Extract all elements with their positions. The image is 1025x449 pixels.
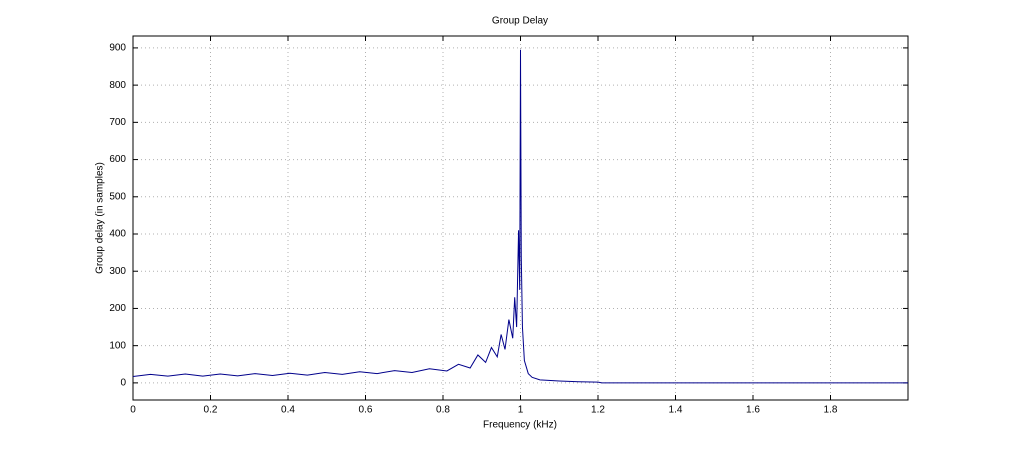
x-tick-label: 1.6 [746, 405, 760, 416]
x-tick-label: 0.4 [281, 405, 295, 416]
y-tick-label: 0 [120, 378, 126, 389]
x-tick-label: 0.6 [359, 405, 373, 416]
x-tick-label: 1.2 [591, 405, 605, 416]
y-axis-label: Group delay (in samples) [95, 162, 106, 274]
y-tick-label: 300 [109, 266, 126, 277]
y-tick-label: 400 [109, 229, 126, 240]
x-tick-label: 0.2 [204, 405, 218, 416]
x-tick-label: 0.8 [436, 405, 450, 416]
y-tick-label: 800 [109, 80, 126, 91]
y-tick-label: 900 [109, 43, 126, 54]
y-tick-label: 200 [109, 303, 126, 314]
y-tick-label: 700 [109, 117, 126, 128]
x-tick-label: 0 [130, 405, 136, 416]
x-tick-label: 1 [518, 405, 524, 416]
chart-title: Group Delay [492, 16, 548, 27]
x-tick-label: 1.8 [824, 405, 838, 416]
y-tick-label: 500 [109, 191, 126, 202]
plot-frame [132, 35, 909, 401]
data-line [132, 49, 908, 384]
x-axis-label: Frequency (kHz) [483, 420, 557, 431]
x-tick-label: 1.4 [669, 405, 683, 416]
y-tick-label: 100 [109, 340, 126, 351]
y-tick-label: 600 [109, 154, 126, 165]
